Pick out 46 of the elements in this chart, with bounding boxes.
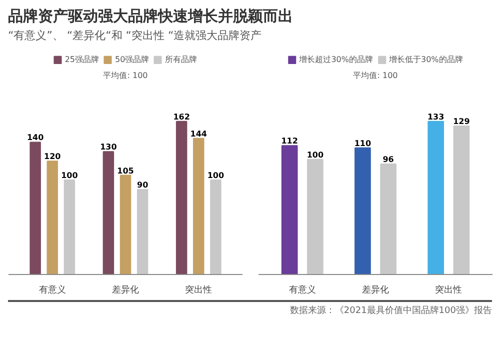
data-label: 140 (26, 133, 44, 142)
data-label: 100 (61, 170, 78, 180)
x-tick-label: 差异化 (362, 284, 389, 296)
bar (64, 179, 76, 274)
bar (176, 120, 188, 274)
bar (306, 158, 324, 274)
x-tick-label: 差异化 (112, 284, 139, 296)
legend-label: 增长超过30%的品牌 (299, 54, 373, 65)
x-tick-label: 突出性 (435, 284, 462, 296)
data-label: 130 (100, 142, 118, 152)
bar (354, 147, 371, 274)
bar (281, 145, 298, 274)
bar (193, 138, 204, 274)
legend-label: 50强品牌 (115, 54, 150, 65)
x-tick-label: 突出性 (185, 284, 212, 296)
bar (120, 174, 132, 274)
legend-label: 增长低于30%的品牌 (389, 54, 463, 65)
data-label: 162 (173, 112, 190, 122)
bar (46, 160, 58, 274)
bar (453, 126, 470, 274)
legend-label: 25强品牌 (64, 54, 99, 65)
bar (210, 179, 222, 274)
bar (428, 120, 444, 274)
data-label: 129 (453, 117, 470, 126)
data-label: 120 (44, 152, 62, 162)
data-label: 100 (306, 150, 324, 160)
x-tick-label: 有意义 (38, 284, 66, 296)
data-label: 112 (281, 136, 298, 146)
x-tick-label: 有意义 (288, 284, 316, 296)
source-note: 数据来源：《2021最具价值中国品牌100强》报告 (290, 305, 492, 318)
bar (380, 163, 396, 274)
data-label: 110 (354, 138, 372, 148)
bar (136, 188, 148, 274)
data-label: 100 (207, 170, 224, 180)
legend-label: 所有品牌 (165, 54, 198, 65)
bar (30, 142, 41, 274)
text: 平均值: 100 (103, 70, 148, 80)
data-label: 133 (427, 112, 444, 122)
data-label: 96 (382, 154, 394, 164)
data-label: 144 (190, 129, 208, 138)
data-label: 90 (136, 180, 149, 190)
chart-title: 品牌资产驱动强大品牌快速增长并脱颖而出 (8, 6, 293, 27)
text: 平均值: 100 (353, 70, 398, 80)
chart-subtitle: “有意义”、 “差异化“和 “突出性 “造就强大品牌资产 (8, 28, 262, 44)
data-label: 105 (117, 166, 134, 176)
bar (102, 151, 114, 274)
